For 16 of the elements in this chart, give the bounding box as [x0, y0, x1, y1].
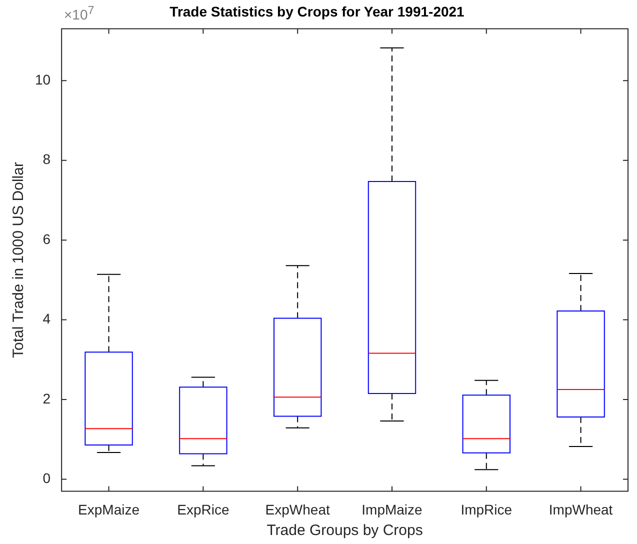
- x-axis-title: Trade Groups by Crops: [266, 522, 423, 540]
- y-tick-label: 0: [42, 470, 51, 486]
- y-tick-label: 8: [42, 151, 51, 168]
- y-tick-label: 4: [42, 310, 51, 327]
- text: ×10$^{7}$: [64, 4, 94, 23]
- y-tick-label: 10: [34, 71, 51, 88]
- y-tick-label: 6: [42, 230, 51, 247]
- x-tick-label: ExpRice: [177, 501, 230, 518]
- x-tick-label: ImpMaize: [362, 501, 423, 518]
- y-tick-label: 2: [42, 390, 51, 406]
- x-tick-label: ImpRice: [460, 501, 512, 518]
- x-tick-label: ExpMaize: [78, 501, 140, 518]
- chart-title: Trade Statistics by Crops for Year 1991-2021: [170, 3, 465, 20]
- x-tick-label: ExpWheat: [265, 501, 330, 518]
- x-tick-label: ImpWheat: [548, 501, 613, 518]
- y-axis-title: Total Trade in 1000 US Dollar: [10, 162, 28, 358]
